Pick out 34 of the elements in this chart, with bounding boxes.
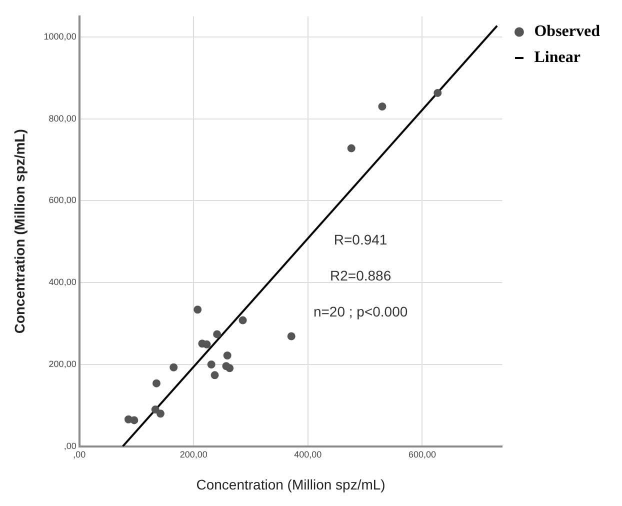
y-axis-title: Concentration (Million spz/mL) bbox=[11, 129, 28, 334]
point bbox=[238, 316, 247, 324]
point bbox=[152, 379, 160, 388]
y-tick-label: 600,00 bbox=[48, 195, 76, 206]
legend-label: Observed bbox=[534, 23, 600, 40]
y-tick-label: 800,00 bbox=[48, 113, 76, 124]
point bbox=[170, 363, 178, 372]
point bbox=[287, 332, 296, 340]
point bbox=[194, 306, 202, 314]
annotation: n=20 ; p<0.000 bbox=[313, 303, 408, 320]
point bbox=[434, 88, 442, 97]
point bbox=[156, 410, 164, 418]
point bbox=[210, 371, 219, 380]
annotation: R=0.941 bbox=[334, 231, 388, 248]
point bbox=[213, 330, 222, 338]
x-tick-label: 200,00 bbox=[180, 449, 208, 460]
y-tick-label: 200,00 bbox=[48, 358, 76, 369]
point bbox=[202, 340, 211, 348]
x-axis-title: Concentration (Million spz/mL) bbox=[196, 476, 386, 492]
point bbox=[347, 144, 356, 152]
point bbox=[378, 102, 386, 110]
point bbox=[226, 364, 234, 372]
annotation: R2=0.886 bbox=[330, 267, 392, 284]
point bbox=[223, 351, 232, 360]
y-tick-label: ,00 bbox=[64, 440, 76, 451]
x-tick-label: 400,00 bbox=[294, 449, 322, 460]
point bbox=[207, 360, 216, 368]
x-tick-label: ,00 bbox=[73, 449, 86, 460]
x-tick-label: 600,00 bbox=[408, 449, 436, 460]
y-tick-label: 1000,00 bbox=[44, 31, 76, 42]
legend-label: Linear bbox=[534, 49, 580, 66]
y-tick-label: 400,00 bbox=[48, 277, 76, 288]
point bbox=[130, 416, 138, 424]
point bbox=[151, 406, 160, 414]
